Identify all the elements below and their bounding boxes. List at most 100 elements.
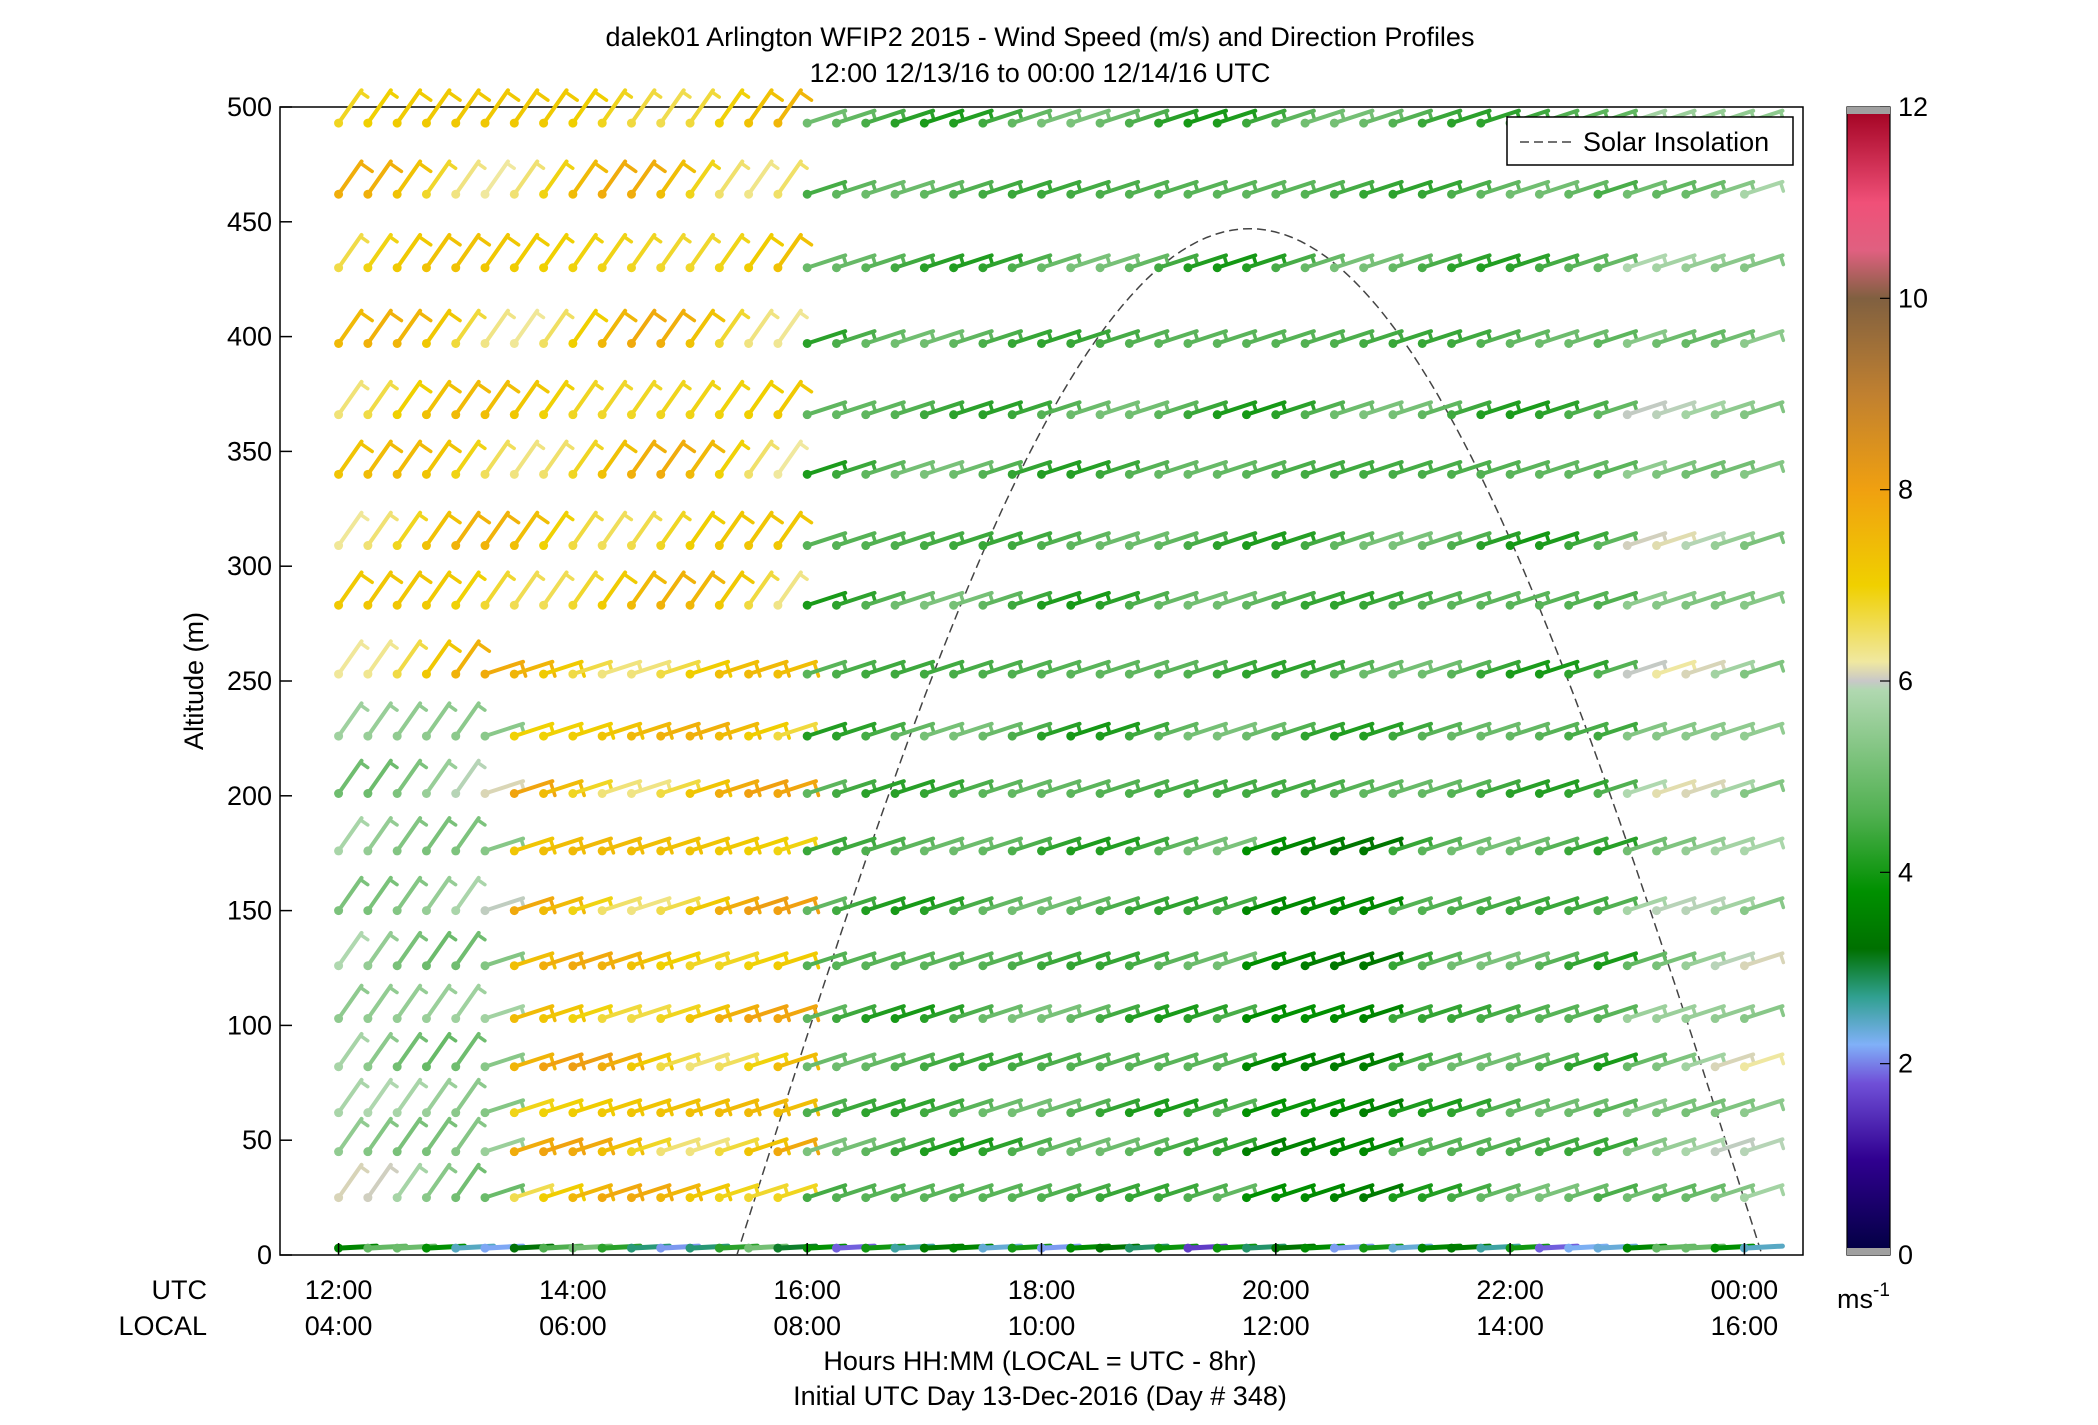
wind-barb xyxy=(1739,779,1786,799)
wind-barb xyxy=(597,308,638,348)
wind-barb xyxy=(392,1162,429,1203)
colorbar-tick-label: 10 xyxy=(1898,283,1928,313)
wind-barb xyxy=(363,930,399,971)
wind-barb xyxy=(656,570,697,610)
wind-barb xyxy=(392,1116,429,1157)
wind-barb xyxy=(451,639,492,679)
wind-barb xyxy=(1388,1004,1434,1024)
wind-barb xyxy=(568,779,614,799)
wind-barb xyxy=(978,659,1024,679)
wind-barb xyxy=(509,721,555,741)
wind-barb xyxy=(451,1031,487,1072)
wind-barb xyxy=(1300,329,1346,348)
wind-barb xyxy=(334,159,374,199)
wind-barb xyxy=(421,510,462,551)
wind-barb xyxy=(334,308,374,348)
wind-barb xyxy=(1007,329,1053,348)
wind-barb xyxy=(1183,179,1229,199)
wind-barb xyxy=(714,379,751,420)
wind-barb xyxy=(392,159,433,199)
wind-barb xyxy=(1710,179,1756,199)
wind-barb xyxy=(1505,951,1551,971)
wind-barb xyxy=(1271,721,1317,741)
wind-barb xyxy=(597,779,643,799)
wind-barb xyxy=(421,570,462,610)
solar-insolation-curve xyxy=(736,227,1763,1256)
wind-barb xyxy=(451,159,487,199)
wind-barb xyxy=(1124,1183,1171,1203)
y-tick-label: 450 xyxy=(227,207,272,237)
wind-barb xyxy=(480,439,516,479)
wind-barb xyxy=(334,983,370,1024)
wind-barb xyxy=(1505,253,1551,273)
wind-barb xyxy=(1388,1137,1434,1157)
wind-barb xyxy=(1564,329,1610,348)
x-axis-label-date: Initial UTC Day 13-Dec-2016 (Day # 348) xyxy=(793,1381,1287,1411)
x-tick-label-local: 06:00 xyxy=(539,1311,607,1341)
wind-barb xyxy=(656,308,697,348)
wind-barb xyxy=(392,983,429,1024)
x-tick-label-utc: 22:00 xyxy=(1476,1275,1544,1305)
wind-barbs xyxy=(334,88,1786,1253)
plot-frame xyxy=(279,106,1804,1256)
wind-barb xyxy=(363,159,404,199)
wind-barb xyxy=(392,758,429,799)
wind-barb xyxy=(1066,951,1112,971)
wind-barb xyxy=(1739,590,1786,610)
wind-barb xyxy=(861,179,907,199)
wind-barb xyxy=(451,816,487,856)
wind-barb xyxy=(773,379,814,420)
wind-barb xyxy=(363,439,404,479)
y-tick-label: 200 xyxy=(227,781,272,811)
wind-barb xyxy=(685,159,721,199)
wind-barb xyxy=(568,232,604,273)
wind-barb xyxy=(392,875,429,916)
wind-barb xyxy=(539,159,575,199)
wind-barb xyxy=(568,308,609,348)
wind-barb xyxy=(363,639,399,679)
x-tick-label-local: 08:00 xyxy=(773,1311,841,1341)
wind-barb xyxy=(1212,400,1258,420)
y-axis-label: Altitude (m) xyxy=(179,612,209,750)
wind-barb xyxy=(1710,531,1756,551)
wind-barb xyxy=(363,701,399,741)
wind-barb xyxy=(626,308,667,348)
wind-barb xyxy=(773,308,809,348)
wind-barb xyxy=(421,439,462,479)
wind-barb xyxy=(1007,779,1053,799)
colorbar: 0 2 4 6 8 10 12 ms-1 xyxy=(1837,92,1928,1314)
wind-barb xyxy=(451,308,487,348)
wind-barb xyxy=(480,379,521,420)
wind-barb xyxy=(1037,179,1083,199)
wind-barb xyxy=(451,983,487,1024)
wind-barb xyxy=(480,510,521,551)
wind-barb xyxy=(714,570,755,610)
wind-barb xyxy=(1534,459,1581,479)
wind-barb xyxy=(363,758,399,799)
wind-barb xyxy=(1037,253,1083,273)
wind-barb xyxy=(1271,1098,1317,1118)
wind-barb xyxy=(451,88,492,128)
wind-barb xyxy=(949,179,995,199)
wind-barb xyxy=(392,701,429,741)
wind-barb xyxy=(656,659,702,679)
wind-barb xyxy=(714,1183,760,1203)
wind-barb xyxy=(480,308,516,348)
wind-barb xyxy=(334,1077,370,1118)
wind-barb xyxy=(1066,1183,1112,1203)
wind-barb xyxy=(480,570,516,610)
wind-barb xyxy=(451,758,487,799)
wind-barb xyxy=(714,439,751,479)
wind-barb xyxy=(744,88,784,128)
wind-barb xyxy=(1154,721,1200,741)
wind-barb xyxy=(421,816,458,856)
colorbar-tick-label: 4 xyxy=(1898,857,1913,887)
wind-barb xyxy=(1593,253,1639,273)
wind-barb xyxy=(802,951,848,971)
wind-barb xyxy=(626,779,673,799)
wind-barb xyxy=(1447,400,1493,420)
wind-barb xyxy=(421,758,458,799)
wind-barb xyxy=(1564,836,1610,856)
wind-barb xyxy=(1095,329,1141,348)
wind-barb xyxy=(1652,253,1698,273)
